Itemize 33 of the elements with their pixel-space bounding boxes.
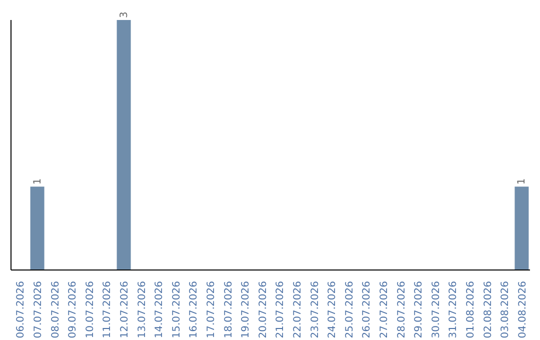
x-tick-label: 02.08.2026 (482, 281, 494, 338)
x-tick-label: 27.07.2026 (378, 281, 390, 338)
x-tick-label: 30.07.2026 (430, 281, 442, 338)
x-tick-label: 06.07.2026 (16, 281, 27, 338)
x-tick-label: 26.07.2026 (362, 281, 373, 338)
x-tick-label: 20.07.2026 (258, 281, 269, 338)
x-tick-label: 28.07.2026 (396, 281, 408, 338)
data-label: 3 (118, 12, 130, 18)
x-tick-label: 21.07.2026 (275, 281, 286, 338)
x-tick-label: 03.08.2026 (500, 281, 512, 338)
x-tick-label: 24.07.2026 (327, 281, 338, 338)
x-tick-label: 14.07.2026 (154, 281, 166, 338)
x-tick-label: 09.07.2026 (68, 281, 79, 338)
data-label: 1 (516, 178, 528, 185)
x-tick-label: 16.07.2026 (188, 281, 200, 338)
x-tick-label: 12.07.2026 (119, 281, 130, 338)
x-tick-label: 11.07.2026 (102, 281, 114, 338)
x-tick-label: 25.07.2026 (344, 281, 356, 338)
x-tick-label: 19.07.2026 (240, 281, 252, 338)
x-tick-label: 15.07.2026 (171, 281, 182, 338)
x-tick-label: 18.07.2026 (223, 281, 234, 338)
x-tick-label: 08.07.2026 (50, 281, 62, 338)
x-tick-label: 23.07.2026 (310, 281, 321, 338)
x-tick-label: 31.07.2026 (448, 281, 460, 338)
x-tick-label: 07.07.2026 (32, 281, 44, 338)
data-label: 1 (32, 178, 44, 185)
x-tick-label: 29.07.2026 (414, 281, 425, 338)
x-tick-label: 22.07.2026 (292, 281, 304, 338)
x-tick-label: 17.07.2026 (206, 281, 217, 338)
x-tick-label: 01.08.2026 (465, 281, 476, 338)
x-tick-label: 10.07.2026 (84, 281, 96, 338)
x-tick-label: 13.07.2026 (136, 281, 148, 338)
x-tick-label: 04.08.2026 (517, 281, 528, 338)
